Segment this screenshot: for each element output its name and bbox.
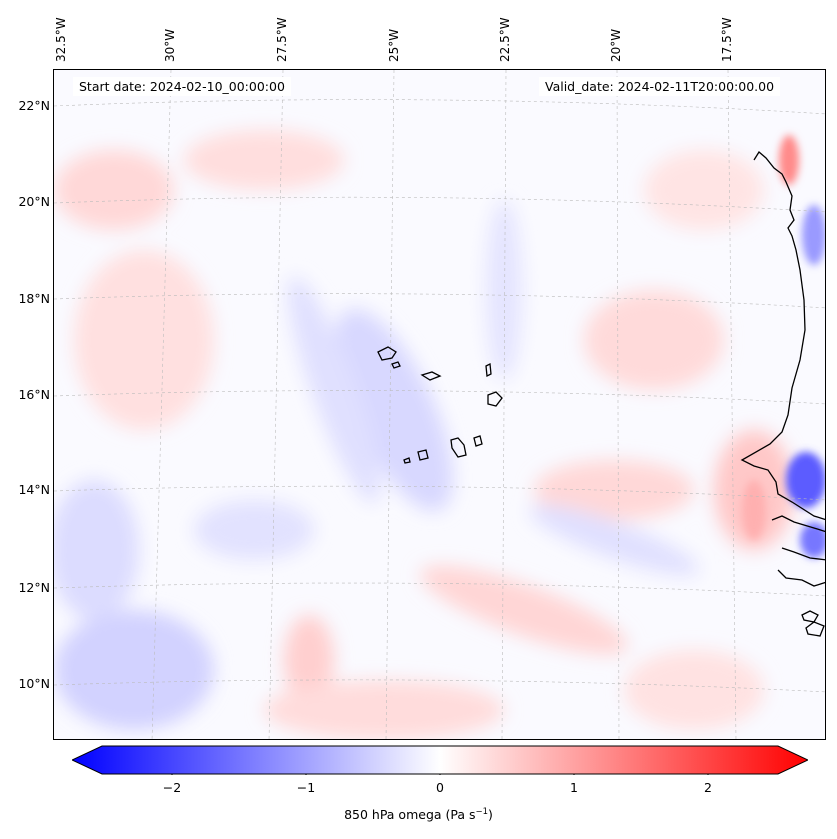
brava-island <box>403 457 411 464</box>
colorbar <box>70 745 810 778</box>
colorbar-svg <box>70 745 810 778</box>
grid-line-lon <box>385 70 395 739</box>
cb-tick-label-2: 2 <box>704 780 712 795</box>
field-blob-neg-strong <box>800 522 825 558</box>
field-blob-pos <box>54 150 174 230</box>
sal-island <box>485 362 492 378</box>
field-blob-neg <box>288 276 380 504</box>
cb-tick-label-minus2: −2 <box>162 780 182 795</box>
grid-line-lat <box>54 99 825 115</box>
field-blob-pos <box>264 680 504 739</box>
omega-field-map <box>54 70 825 739</box>
field-blob-pos <box>420 565 628 655</box>
field-blob-pos-strong <box>779 135 799 185</box>
west-africa-coastline <box>740 151 825 521</box>
maio-island <box>473 435 483 447</box>
sao-nicolau-island <box>420 371 442 381</box>
grid-line-lon <box>501 70 507 739</box>
lat-label-12n: 12°N <box>18 580 50 595</box>
santo-antao-island <box>377 346 397 361</box>
bijagos-island <box>801 610 819 623</box>
gambia-coastline <box>771 515 825 533</box>
lon-label-20w: 20°W <box>609 28 623 62</box>
field-blob-pos <box>534 460 694 520</box>
lon-label-22-5w: 22.5°W <box>498 17 512 62</box>
lat-label-14n: 14°N <box>18 482 50 497</box>
lat-label-16n: 16°N <box>18 387 50 402</box>
grid-line-lon <box>151 70 172 739</box>
map-panel[interactable] <box>53 69 826 740</box>
field-blob-neg <box>54 610 214 730</box>
lon-label-30w: 30°W <box>163 28 177 62</box>
grid-line-lat <box>54 390 825 405</box>
grid-line-lon <box>616 70 620 739</box>
lon-label-17-5w: 17.5°W <box>720 17 734 62</box>
bijagos-island <box>805 621 825 637</box>
colorbar-gradient <box>70 745 810 775</box>
boa-vista-island <box>487 391 503 407</box>
field-blob-neg <box>194 500 314 560</box>
lat-label-10n: 10°N <box>18 676 50 691</box>
lon-label-32-5w: 32.5°W <box>54 17 68 62</box>
cb-tick-label-minus1: −1 <box>296 780 316 795</box>
lat-label-22n: 22°N <box>18 98 50 113</box>
field-blob-neg <box>54 480 139 620</box>
field-blob-neg <box>486 200 522 380</box>
colorbar-label-main: 850 hPa omega (Pa s <box>344 807 476 823</box>
santiago-island <box>450 437 467 458</box>
grid-line-lat <box>54 196 825 213</box>
field-blob-neg <box>335 308 453 512</box>
lat-label-20n: 20°N <box>18 194 50 209</box>
field-blob-pos <box>184 130 344 190</box>
cb-tick-label-1: 1 <box>570 780 578 795</box>
field-blob-pos <box>624 650 764 730</box>
field-blob-pos <box>74 250 214 430</box>
graticule <box>54 70 825 739</box>
field-blob-neg <box>529 504 699 576</box>
guinea-bissau-coastline <box>781 547 825 561</box>
field-blobs <box>54 130 794 739</box>
field-coastal-blobs <box>742 135 825 558</box>
fogo-island <box>417 449 429 461</box>
lon-label-25w: 25°W <box>387 28 401 62</box>
colorbar-label-exponent: −1 <box>475 807 489 817</box>
grid-line-lon <box>268 70 284 739</box>
grid-line-lon <box>727 70 737 739</box>
grid-line-lat <box>54 485 825 501</box>
field-blob-pos <box>584 290 724 390</box>
field-blob-neg-strong <box>786 452 825 508</box>
valid-date-label: Valid_date: 2024-02-11T20:00:00.00 <box>539 77 781 96</box>
start-date-label: Start date: 2024-02-10_00:00:00 <box>73 77 291 96</box>
lat-label-18n: 18°N <box>18 291 50 306</box>
colorbar-label: 850 hPa omega (Pa s−1) <box>0 807 837 822</box>
field-blob-pos <box>284 615 334 705</box>
grid-line-lat <box>54 293 825 309</box>
field-blob-pos-strong <box>742 480 766 540</box>
field-blob-pos <box>644 150 764 230</box>
guinea-coastline <box>777 569 825 587</box>
colorbar-label-end: ) <box>488 807 493 823</box>
cb-tick-label-0: 0 <box>436 780 444 795</box>
omega-field <box>54 70 825 739</box>
field-blob-neg-strong <box>802 205 825 265</box>
coastlines <box>377 151 825 637</box>
grid-line-lat <box>54 679 825 693</box>
grid-line-lat <box>54 582 825 597</box>
sao-vicente-island <box>391 361 401 369</box>
lon-label-27-5w: 27.5°W <box>275 17 289 62</box>
